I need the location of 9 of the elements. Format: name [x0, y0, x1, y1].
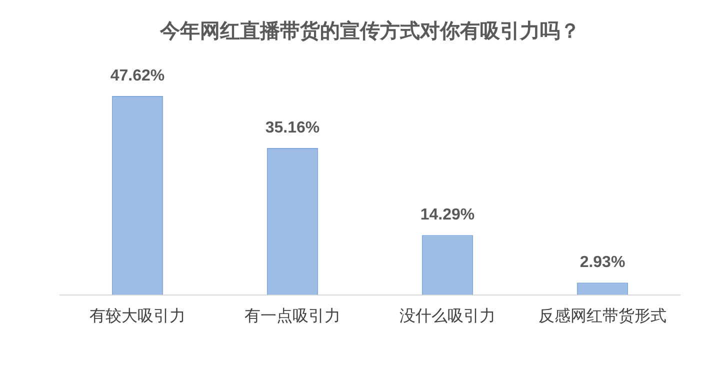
- data-label: 14.29%: [420, 206, 475, 224]
- data-label: 35.16%: [265, 119, 320, 136]
- x-tick-label: 没什么吸引力: [400, 306, 496, 325]
- x-tick-label: 反感网红带货形式: [538, 306, 666, 325]
- x-tick-label: 有较大吸引力: [90, 306, 186, 325]
- chart-title: 今年网红直播带货的宣传方式对你有吸引力吗？: [159, 20, 580, 43]
- x-tick-label: 有一点吸引力: [244, 306, 340, 325]
- data-label: 2.93%: [580, 254, 626, 271]
- data-label: 47.62%: [110, 67, 165, 84]
